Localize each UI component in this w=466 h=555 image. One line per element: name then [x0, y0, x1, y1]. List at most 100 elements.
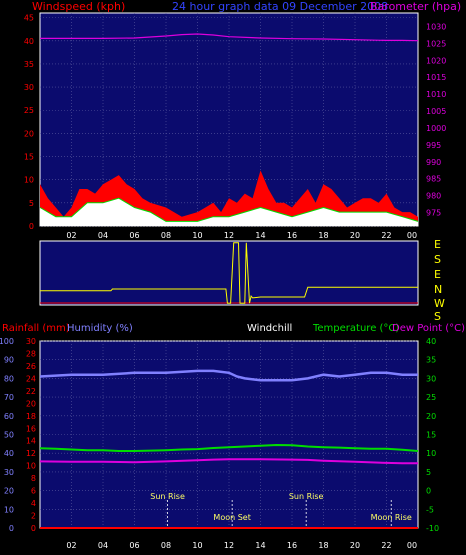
compass-letter-6: S: [434, 310, 441, 323]
rainfall-tick-label-14: 28: [26, 349, 36, 358]
wind-x-tick-label-2: 06: [129, 231, 139, 240]
windspeed-axis-title: Windspeed (kph): [32, 0, 125, 13]
event-label-2: Moon Set: [213, 513, 250, 522]
wind-tick-label-5: 25: [24, 106, 34, 115]
compass-letter-1: E: [434, 238, 441, 251]
rainfall-tick-label-9: 18: [26, 412, 36, 421]
temp-x-tick-label-11: 00: [407, 541, 417, 550]
temp-x-tick-label-7: 16: [287, 541, 297, 550]
wind-x-tick-label-3: 08: [161, 231, 171, 240]
rainfall-tick-label-11: 22: [26, 387, 36, 396]
temp-x-tick-label-5: 12: [224, 541, 234, 550]
rainfall-axis-title: Rainfall (mm): [2, 323, 70, 334]
wind-x-tick-label-6: 14: [255, 231, 265, 240]
temperature-tick-label-9: 35: [426, 356, 436, 365]
rainfall-tick-label-7: 14: [26, 437, 36, 446]
wind-x-tick-label-9: 20: [350, 231, 360, 240]
event-label-1: Sun Rise: [289, 492, 324, 501]
humidity-tick-label-2: 20: [4, 487, 14, 496]
baro-tick-label-0: 975: [426, 208, 441, 217]
humidity-tick-label-0: 0: [9, 524, 14, 533]
wind-x-tick-label-10: 22: [381, 231, 391, 240]
compass-letter-2: S: [434, 253, 441, 266]
compass-letter-4: N: [434, 283, 442, 296]
axis-labels-layer: 0510152025303540459759809859909951000100…: [0, 14, 446, 550]
temp-x-tick-label-6: 14: [255, 541, 265, 550]
direction-panel: [39, 240, 419, 306]
baro-tick-label-5: 1000: [426, 124, 446, 133]
temperature-line: [39, 443, 419, 452]
wind-x-tick-label-0: 02: [66, 231, 76, 240]
baro-tick-label-11: 1030: [426, 23, 446, 32]
rainfall-tick-label-6: 12: [26, 449, 36, 458]
temperature-tick-label-2: 0: [426, 487, 431, 496]
rainfall-tick-label-4: 8: [31, 474, 36, 483]
humidity-tick-label-9: 90: [4, 356, 14, 365]
wind-tick-label-6: 30: [24, 83, 34, 92]
barometer-axis-title: Barometer (hpa): [370, 0, 461, 13]
temp-x-tick-label-8: 18: [318, 541, 328, 550]
rainfall-tick-label-1: 2: [31, 512, 36, 521]
temp-x-tick-label-4: 10: [192, 541, 202, 550]
temperature-tick-label-0: -10: [426, 524, 439, 533]
windchill-label: Windchill: [247, 323, 292, 334]
average-wind-line: [39, 197, 419, 222]
series-layer: [39, 33, 419, 529]
baro-tick-label-7: 1010: [426, 90, 446, 99]
wind-tick-label-4: 20: [24, 129, 34, 138]
humidity-tick-label-3: 30: [4, 468, 14, 477]
humidity-tick-label-7: 70: [4, 393, 14, 402]
event-markers-layer: Sun Rise Sun Rise Moon Set Moon Rise: [150, 492, 412, 528]
temperature-tick-label-6: 20: [426, 412, 436, 421]
temp-x-tick-label-1: 04: [98, 541, 108, 550]
rainfall-tick-label-3: 6: [31, 487, 36, 496]
event-label-0: Sun Rise: [150, 492, 185, 501]
wind-x-tick-label-8: 18: [318, 231, 328, 240]
wind-direction-line: [40, 242, 418, 304]
temperature-tick-label-1: -5: [426, 505, 434, 514]
wind-x-tick-label-7: 16: [287, 231, 297, 240]
baro-tick-label-2: 985: [426, 175, 441, 184]
baro-tick-label-6: 1005: [426, 107, 446, 116]
wind-x-tick-label-4: 10: [192, 231, 202, 240]
rainfall-tick-label-12: 24: [26, 374, 36, 383]
humidity-tick-label-10: 100: [0, 337, 14, 346]
humidity-tick-label-6: 60: [4, 412, 14, 421]
barometer-line: [40, 33, 419, 42]
humidity-line: [39, 369, 418, 382]
average-wind-area: [40, 198, 418, 226]
wind-x-tick-label-1: 04: [98, 231, 108, 240]
wind-x-tick-label-5: 12: [224, 231, 234, 240]
baro-tick-label-4: 995: [426, 141, 441, 150]
temperature-tick-label-4: 10: [426, 449, 436, 458]
dewpoint-label: Dew Point (°C): [392, 323, 465, 334]
temperature-tick-label-5: 15: [426, 431, 436, 440]
wind-tick-label-1: 5: [29, 199, 34, 208]
humidity-tick-label-8: 80: [4, 374, 14, 383]
temperature-axis-title: Temperature (°C): [312, 323, 399, 334]
baro-tick-label-3: 990: [426, 158, 441, 167]
wind-tick-label-8: 40: [24, 37, 34, 46]
temperature-tick-label-10: 40: [426, 337, 436, 346]
wind-tick-label-7: 35: [24, 60, 34, 69]
temp-x-tick-label-0: 02: [66, 541, 76, 550]
wind-tick-label-3: 15: [24, 153, 34, 162]
rainfall-tick-label-2: 4: [31, 499, 36, 508]
humidity-axis-title: Humidity (%): [67, 323, 133, 334]
rainfall-tick-label-0: 0: [31, 524, 36, 533]
compass-letter-3: E: [434, 268, 441, 281]
compass-letter-5: W: [434, 297, 445, 310]
baro-tick-label-1: 980: [426, 192, 441, 201]
wind-tick-label-2: 10: [24, 176, 34, 185]
rainfall-tick-label-10: 20: [26, 399, 36, 408]
temp-x-tick-label-10: 22: [381, 541, 391, 550]
temp-x-tick-label-9: 20: [350, 541, 360, 550]
temperature-tick-label-8: 30: [426, 374, 436, 383]
dewpoint-line: [39, 458, 418, 465]
temp-x-tick-label-3: 08: [161, 541, 171, 550]
rainfall-tick-label-5: 10: [26, 462, 36, 471]
wind-tick-label-9: 45: [24, 14, 34, 23]
chart-title: 24 hour graph data 09 December 2008: [172, 0, 388, 13]
temp-x-tick-label-2: 06: [129, 541, 139, 550]
